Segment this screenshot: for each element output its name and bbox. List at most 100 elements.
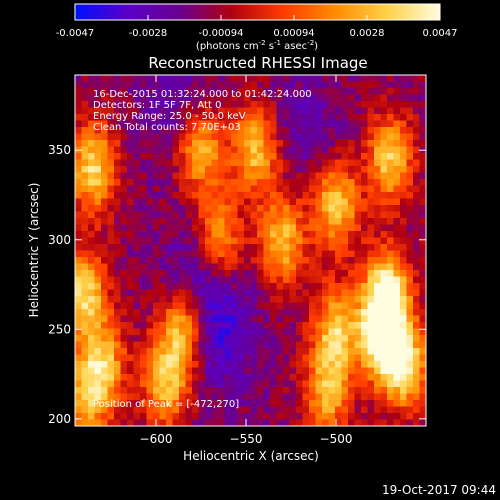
heatmap-cell bbox=[328, 88, 336, 95]
heatmap-cell bbox=[276, 250, 284, 258]
heatmap-cell bbox=[94, 309, 102, 316]
heatmap-cell bbox=[419, 341, 427, 349]
heatmap-cell bbox=[237, 81, 245, 89]
heatmap-cell bbox=[133, 328, 141, 336]
heatmap-cell bbox=[263, 393, 271, 401]
heatmap-cell bbox=[406, 354, 414, 362]
heatmap-cell bbox=[328, 387, 336, 394]
heatmap-cell bbox=[380, 283, 388, 290]
heatmap-cell bbox=[328, 276, 336, 284]
heatmap-cell bbox=[413, 107, 420, 115]
heatmap-cell bbox=[244, 413, 251, 420]
heatmap-cell bbox=[263, 244, 271, 251]
heatmap-cell bbox=[107, 289, 115, 297]
heatmap-cell bbox=[140, 133, 147, 141]
heatmap-cell bbox=[322, 198, 329, 206]
heatmap-cell bbox=[94, 263, 102, 271]
heatmap-cell bbox=[133, 133, 141, 141]
heatmap-cell bbox=[328, 172, 336, 180]
heatmap-cell bbox=[302, 419, 310, 427]
heatmap-cell bbox=[302, 270, 310, 277]
heatmap-cell bbox=[114, 127, 121, 134]
heatmap-cell bbox=[107, 393, 115, 401]
heatmap-cell bbox=[289, 406, 297, 414]
heatmap-cell bbox=[419, 218, 427, 225]
heatmap-cell bbox=[328, 81, 336, 89]
heatmap-cell bbox=[296, 322, 303, 329]
heatmap-cell bbox=[127, 120, 134, 128]
heatmap-cell bbox=[198, 120, 206, 128]
heatmap-cell bbox=[296, 374, 303, 381]
heatmap-cell bbox=[127, 192, 134, 199]
heatmap-cell bbox=[341, 250, 349, 258]
heatmap-cell bbox=[205, 315, 212, 323]
heatmap-cell bbox=[205, 94, 212, 102]
heatmap-cell bbox=[374, 231, 381, 238]
heatmap-cell bbox=[172, 88, 180, 95]
heatmap-cell bbox=[192, 218, 199, 225]
heatmap-cell bbox=[393, 354, 401, 362]
heatmap-cell bbox=[237, 237, 245, 245]
heatmap-cell bbox=[88, 224, 95, 232]
heatmap-cell bbox=[413, 283, 420, 290]
heatmap-cell bbox=[374, 114, 381, 121]
heatmap-cell bbox=[198, 81, 206, 89]
heatmap-cell bbox=[263, 309, 271, 316]
heatmap-cell bbox=[75, 354, 82, 362]
heatmap-cell bbox=[393, 322, 401, 329]
heatmap-cell bbox=[393, 75, 401, 82]
heatmap-cell bbox=[393, 406, 401, 414]
heatmap-cell bbox=[231, 387, 238, 394]
heatmap-cell bbox=[289, 400, 297, 407]
heatmap-cell bbox=[263, 302, 271, 310]
heatmap-cell bbox=[237, 263, 245, 271]
heatmap-cell bbox=[322, 231, 329, 238]
heatmap-cell bbox=[211, 309, 219, 316]
heatmap-cell bbox=[361, 393, 368, 401]
heatmap-cell bbox=[413, 270, 420, 277]
heatmap-cell bbox=[75, 296, 82, 303]
heatmap-cell bbox=[146, 153, 154, 160]
heatmap-cell bbox=[348, 237, 355, 245]
heatmap-cell bbox=[211, 361, 219, 368]
heatmap-cell bbox=[289, 94, 297, 102]
colorbar: -0.0047 -0.0028 -0.00094 0.00094 0.0028 0.004… bbox=[56, 3, 458, 52]
heatmap-cell bbox=[406, 211, 414, 219]
heatmap-cell bbox=[218, 289, 225, 297]
heatmap-cell bbox=[107, 218, 115, 225]
heatmap-cell bbox=[237, 400, 245, 407]
heatmap-cell bbox=[276, 192, 284, 199]
heatmap-cell bbox=[276, 361, 284, 368]
heatmap-cell bbox=[361, 309, 368, 316]
heatmap-cell bbox=[302, 107, 310, 115]
heatmap-cell bbox=[270, 419, 277, 427]
heatmap-cell bbox=[419, 361, 427, 368]
heatmap-cell bbox=[413, 400, 420, 407]
heatmap-cell bbox=[257, 354, 264, 362]
heatmap-cell bbox=[172, 315, 180, 323]
heatmap-cell bbox=[328, 257, 336, 264]
heatmap-cell bbox=[270, 270, 277, 277]
heatmap-cell bbox=[94, 88, 102, 95]
heatmap-cell bbox=[224, 257, 232, 264]
heatmap-cell bbox=[166, 309, 173, 316]
heatmap-cell bbox=[153, 348, 160, 355]
heatmap-cell bbox=[348, 172, 355, 180]
heatmap-cell bbox=[250, 283, 258, 290]
heatmap-cell bbox=[406, 179, 414, 186]
heatmap-cell bbox=[140, 309, 147, 316]
heatmap-cell bbox=[348, 309, 355, 316]
heatmap-cell bbox=[393, 140, 401, 147]
heatmap-cell bbox=[114, 153, 121, 160]
heatmap-cell bbox=[114, 335, 121, 342]
heatmap-cell bbox=[146, 159, 154, 167]
heatmap-cell bbox=[380, 322, 388, 329]
heatmap-cell bbox=[133, 296, 141, 303]
heatmap-cell bbox=[114, 302, 121, 310]
heatmap-cell bbox=[374, 250, 381, 258]
heatmap-cell bbox=[81, 218, 89, 225]
heatmap-cell bbox=[133, 250, 141, 258]
heatmap-cell bbox=[88, 270, 95, 277]
heatmap-cell bbox=[328, 361, 336, 368]
heatmap-cell bbox=[88, 354, 95, 362]
